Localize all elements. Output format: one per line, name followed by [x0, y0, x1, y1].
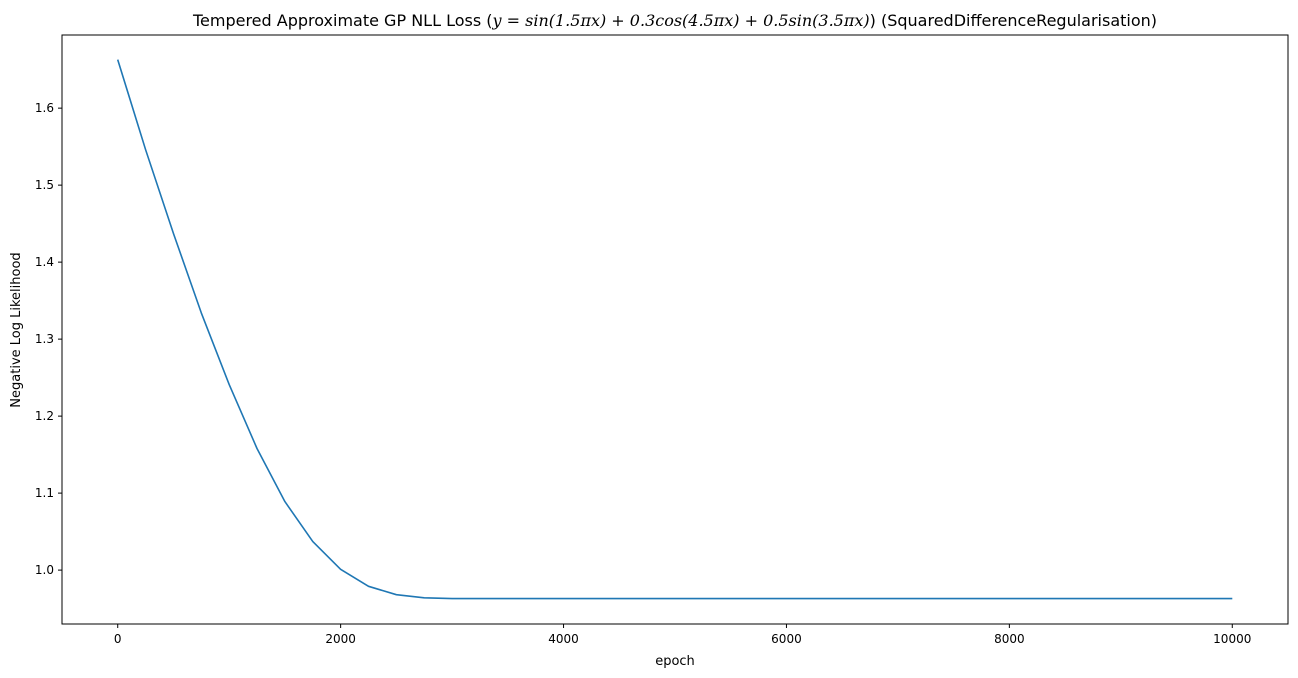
- x-axis-ticks: 0 2000 4000 6000 8000 10000: [114, 624, 1251, 646]
- x-axis-label: epoch: [655, 654, 695, 669]
- x-tick-label: 8000: [994, 632, 1025, 646]
- y-tick-label: 1.4: [35, 255, 54, 269]
- chart-title-suffix: ) (SquaredDifferenceRegularisation): [870, 11, 1157, 30]
- y-tick-label: 1.6: [35, 101, 54, 115]
- y-axis-ticks: 1.0 1.1 1.2 1.3 1.4 1.5 1.6: [35, 101, 62, 577]
- chart-title: Tempered Approximate GP NLL Loss (y = si…: [192, 11, 1157, 30]
- x-tick-label: 0: [114, 632, 122, 646]
- chart-title-math: y = sin(1.5πx) + 0.3cos(4.5πx) + 0.5sin(…: [492, 11, 870, 30]
- y-tick-label: 1.1: [35, 486, 54, 500]
- chart-title-prefix: Tempered Approximate GP NLL Loss (: [192, 11, 493, 30]
- plot-frame: [61, 34, 1289, 625]
- y-tick-label: 1.3: [35, 332, 54, 346]
- nll-series-line: [116, 59, 1233, 600]
- x-tick-label: 6000: [771, 632, 802, 646]
- y-tick-label: 1.2: [35, 409, 54, 423]
- x-tick-label: 10000: [1213, 632, 1251, 646]
- x-tick-label: 2000: [325, 632, 356, 646]
- plot-area: [61, 34, 1289, 625]
- y-tick-label: 1.0: [35, 563, 54, 577]
- x-tick-label: 4000: [548, 632, 579, 646]
- y-axis-label: Negative Log Likelihood: [9, 252, 24, 407]
- y-tick-label: 1.5: [35, 178, 54, 192]
